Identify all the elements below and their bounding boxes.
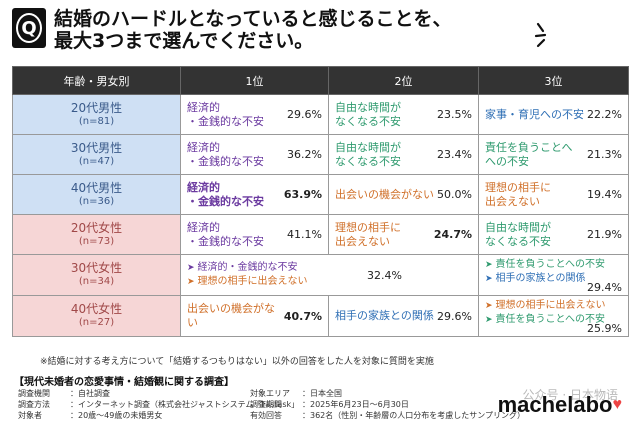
rank-3-cell: ➤ 責任を負うことへの不安 ➤ 相手の家族との関係 29.4%	[478, 254, 629, 296]
survey-meta-left: 調査機関 ：自社調査 調査方法 ：インターネット調査（株式会社ジャストシステム「Fa…	[18, 389, 300, 420]
rank-2-cell: 自由な時間が なくなる不安 23.5%	[328, 94, 479, 135]
rank-2-cell: 自由な時間が なくなる不安 23.4%	[328, 134, 479, 175]
rank-3-cell: 理想の相手に 出会えない 19.4%	[478, 174, 629, 215]
rank-1-cell: 経済的 ・金銭的な不安 63.9%	[180, 174, 329, 215]
table-row: 40代女性 (n=27) 出会いの機会がない 40.7% 相手の家族との関係 29.6…	[12, 295, 629, 337]
rank-3-cell: 家事・育児への不安 22.2%	[478, 94, 629, 135]
bullet-arrow-icon: ➤	[187, 277, 195, 287]
ranking-table: 年齢・男女別 1位 2位 3位 20代男性 (n=81) 経済的 ・金銭的な不安 29…	[12, 66, 629, 337]
group-cell: 40代女性 (n=27)	[12, 295, 181, 337]
emphasis-sparks-icon	[534, 22, 547, 48]
table-header-row: 年齢・男女別 1位 2位 3位	[12, 66, 629, 95]
bullet-arrow-icon: ➤	[187, 263, 195, 273]
group-cell: 20代男性 (n=81)	[12, 94, 181, 135]
rank-3-cell: 責任を負うことへ への不安 21.3%	[478, 134, 629, 175]
bullet-arrow-icon: ➤	[485, 315, 493, 325]
footer-title: 【現代未婚者の恋愛事情・結婚観に関する調査】	[14, 377, 234, 388]
rank-1-cell: 経済的 ・金銭的な不安 29.6%	[180, 94, 329, 135]
table-row: 20代女性 (n=73) 経済的 ・金銭的な不安 41.1% 理想の相手に 出会えない 2…	[12, 214, 629, 255]
watermark: 公众号 · 日本物语	[522, 388, 618, 402]
header-rank-1: 1位	[180, 66, 329, 95]
survey-meta-right: 対象エリア ：日本全国 調査期間 ：2025年6月23日〜6月30日 有効回答 ：36…	[250, 389, 526, 420]
q-badge: Q	[12, 8, 46, 48]
table-row: 30代女性 (n=34) ➤ 経済的・金銭的な不安 ➤ 理想の相手に出会えない 32.…	[12, 254, 629, 296]
brand-logo: machelabo♥	[497, 392, 623, 417]
table-row: 40代男性 (n=36) 経済的 ・金銭的な不安 63.9% 出会いの機会がない 50.…	[12, 174, 629, 215]
q-icon: Q	[16, 13, 42, 43]
rank-1-cell: 経済的 ・金銭的な不安 41.1%	[180, 214, 329, 255]
group-cell: 30代女性 (n=34)	[12, 254, 181, 296]
rank-1-cell: 出会いの機会がない 40.7%	[180, 295, 329, 337]
header-rank-3: 3位	[478, 66, 629, 95]
table-row: 30代男性 (n=47) 経済的 ・金銭的な不安 36.2% 自由な時間が なくなる不安…	[12, 134, 629, 175]
survey-note: ※結婚に対する考え方について「結婚するつもりはない」以外の回答をした人を対象に質…	[40, 357, 434, 367]
rank-3-cell: 自由な時間が なくなる不安 21.9%	[478, 214, 629, 255]
rank-2-cell: 相手の家族との関係 29.6%	[328, 295, 479, 337]
group-cell: 40代男性 (n=36)	[12, 174, 181, 215]
header-group: 年齢・男女別	[12, 66, 181, 95]
group-cell: 30代男性 (n=47)	[12, 134, 181, 175]
rank-2-cell: 理想の相手に 出会えない 24.7%	[328, 214, 479, 255]
heart-icon: ♥	[612, 396, 623, 413]
bullet-arrow-icon: ➤	[485, 260, 493, 270]
bullet-arrow-icon: ➤	[485, 274, 493, 284]
group-cell: 20代女性 (n=73)	[12, 214, 181, 255]
table-row: 20代男性 (n=81) 経済的 ・金銭的な不安 29.6% 自由な時間が なくなる不安…	[12, 94, 629, 135]
question-line-2: 最大3つまで選んでください。	[54, 30, 314, 52]
header-rank-2: 2位	[328, 66, 479, 95]
question-text: 結婚のハードルとなっていると感じることを、 最大3つまで選んでください。	[54, 8, 451, 52]
rank-1-cell: 経済的 ・金銭的な不安 36.2%	[180, 134, 329, 175]
rank-3-cell: ➤ 理想の相手に出会えない ➤ 責任を負うことへの不安 25.9%	[478, 295, 629, 337]
bullet-arrow-icon: ➤	[485, 301, 493, 311]
rank-2-cell: 出会いの機会がない 50.0%	[328, 174, 479, 215]
rank-1-2-merged-cell: ➤ 経済的・金銭的な不安 ➤ 理想の相手に出会えない 32.4%	[180, 254, 479, 296]
question-line-1: 結婚のハードルとなっていると感じることを、	[54, 8, 452, 30]
